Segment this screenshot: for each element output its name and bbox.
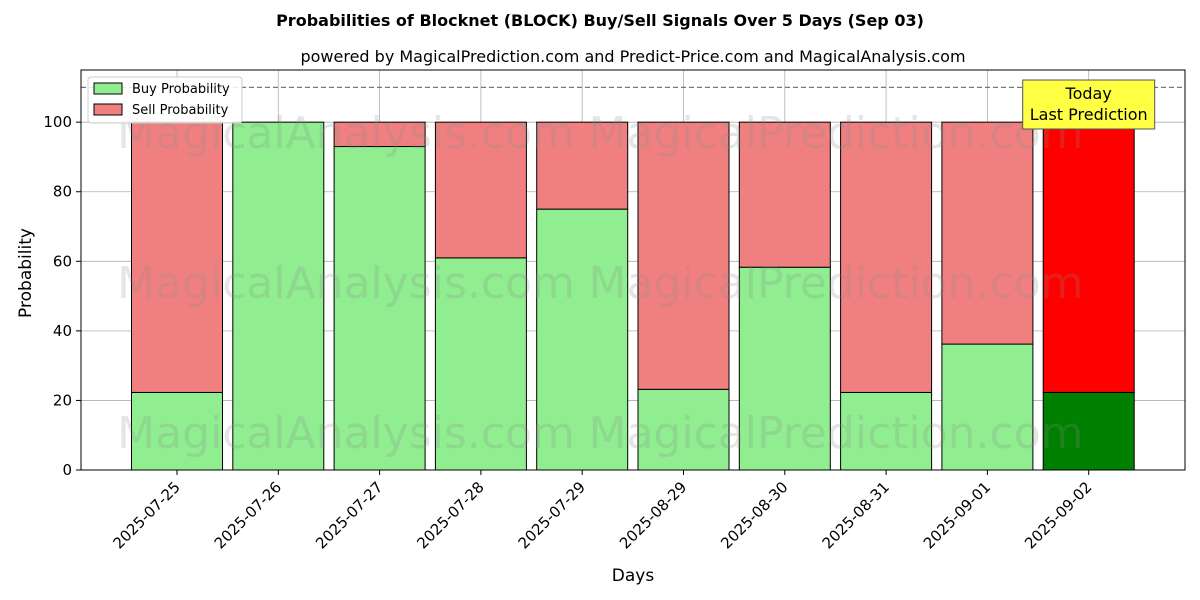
watermark-text: MagicalAnalysis.com [117,258,575,309]
x-axis-label: Days [612,566,655,586]
legend-box [87,76,243,124]
x-tick-label: 2025-09-01 [920,478,994,552]
buy-bar [637,388,730,471]
x-tick-label: 2025-07-27 [312,478,386,552]
x-tick-label: 2025-08-31 [819,478,893,552]
sell-bar [434,121,527,259]
annotation-text: Last Prediction [1030,105,1148,124]
sell-bar [637,121,730,390]
x-tick-label: 2025-07-29 [515,478,589,552]
y-tick-label: 40 [53,322,72,340]
y-tick-label: 80 [53,183,72,201]
sell-bar [738,121,831,268]
y-tick-label: 100 [43,113,72,131]
watermark-text: MagicalAnalysis.com [117,408,575,459]
legend-swatch [93,82,123,95]
annotation-text: Today [1065,84,1112,103]
legend-swatch [93,103,123,116]
legend-label: Buy Probability [132,82,230,97]
plot-frame [80,69,1186,471]
sell-bar [840,121,933,393]
chart-subtitle: powered by MagicalPrediction.com and Pre… [300,47,965,66]
buy-bar [840,391,933,471]
y-tick-label: 0 [62,461,72,479]
buy-bar [434,257,527,471]
x-tick-label: 2025-08-30 [717,478,791,552]
watermark-text: MagicalPrediction.com [589,408,1084,459]
watermark-text: MagicalPrediction.com [589,108,1084,159]
sell-bar [941,121,1034,345]
sell-bar [536,121,629,210]
buy-bar [333,146,426,471]
y-tick-label: 20 [53,391,72,409]
sell-bar [131,121,223,393]
x-tick-label: 2025-07-26 [211,478,285,552]
x-tick-label: 2025-08-29 [616,478,690,552]
y-axis-label: Probability [16,228,36,318]
buy-bar [941,343,1034,471]
buy-bar [1042,391,1135,471]
annotation-box [1022,79,1156,130]
buy-bar [738,266,831,471]
x-tick-label: 2025-07-25 [109,478,183,552]
x-tick-label: 2025-07-28 [413,478,487,552]
sell-bar [333,121,426,148]
x-tick-label: 2025-09-02 [1021,478,1095,552]
legend-label: Sell Probability [132,103,229,118]
sell-bar [1042,121,1135,393]
chart-title: Probabilities of Blocknet (BLOCK) Buy/Se… [276,11,924,30]
watermark-text: MagicalPrediction.com [589,258,1084,309]
y-tick-label: 60 [53,252,72,270]
